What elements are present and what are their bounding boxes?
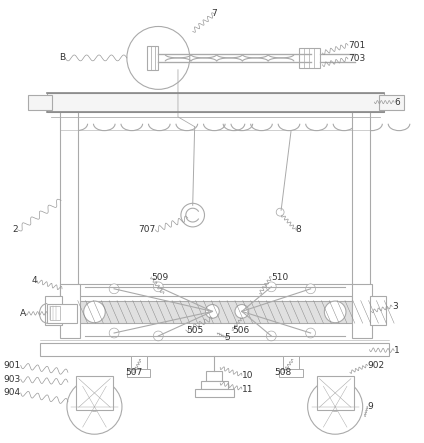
Text: 901: 901 — [3, 361, 21, 370]
Circle shape — [153, 331, 163, 341]
Circle shape — [306, 284, 315, 294]
Circle shape — [266, 331, 276, 341]
Bar — [47, 93, 384, 112]
Bar — [379, 95, 404, 110]
Bar — [50, 307, 60, 320]
Text: 8: 8 — [296, 225, 301, 234]
Text: 509: 509 — [151, 272, 169, 281]
Text: 7: 7 — [212, 9, 217, 18]
Text: 4: 4 — [32, 276, 37, 285]
Circle shape — [109, 284, 119, 294]
Text: 505: 505 — [186, 326, 203, 334]
Bar — [279, 369, 303, 377]
Circle shape — [266, 282, 276, 292]
Circle shape — [84, 301, 105, 323]
Text: 5: 5 — [224, 334, 230, 342]
Bar — [352, 284, 371, 338]
Text: 707: 707 — [138, 225, 155, 234]
Text: 10: 10 — [242, 371, 253, 380]
Text: 507: 507 — [125, 368, 142, 377]
Text: A: A — [20, 309, 26, 318]
Bar — [45, 295, 62, 325]
Text: 506: 506 — [232, 326, 249, 334]
Bar — [283, 356, 299, 369]
Bar — [78, 301, 352, 323]
Bar — [195, 389, 234, 397]
Circle shape — [235, 304, 249, 318]
Circle shape — [324, 301, 346, 323]
Circle shape — [206, 304, 219, 318]
Bar — [60, 284, 80, 338]
Bar — [76, 376, 113, 410]
Circle shape — [306, 328, 315, 338]
Text: 510: 510 — [271, 272, 289, 281]
Circle shape — [330, 402, 340, 412]
Text: 701: 701 — [348, 41, 365, 50]
Circle shape — [89, 402, 99, 412]
Text: 6: 6 — [394, 97, 400, 107]
Text: 3: 3 — [392, 302, 398, 311]
Circle shape — [109, 328, 119, 338]
Text: 1: 1 — [394, 346, 400, 355]
Bar — [370, 295, 386, 325]
Bar — [127, 369, 151, 377]
Bar — [131, 356, 147, 369]
Bar — [316, 376, 354, 410]
Bar — [47, 303, 77, 323]
Bar — [40, 343, 389, 356]
Text: 508: 508 — [274, 368, 292, 377]
Text: 9: 9 — [368, 402, 374, 411]
Bar — [60, 112, 78, 308]
Bar — [206, 371, 222, 381]
Bar — [28, 95, 52, 110]
Text: 703: 703 — [348, 54, 365, 63]
Bar — [299, 48, 321, 68]
Circle shape — [153, 282, 163, 292]
Text: 904: 904 — [4, 389, 21, 397]
Bar — [201, 381, 228, 389]
Bar — [352, 112, 370, 308]
Bar — [78, 284, 353, 295]
Text: 11: 11 — [242, 385, 253, 393]
Bar — [147, 46, 158, 70]
Text: B: B — [59, 54, 65, 62]
Text: 903: 903 — [3, 375, 21, 384]
Text: 2: 2 — [12, 225, 18, 234]
Text: 902: 902 — [368, 361, 385, 370]
